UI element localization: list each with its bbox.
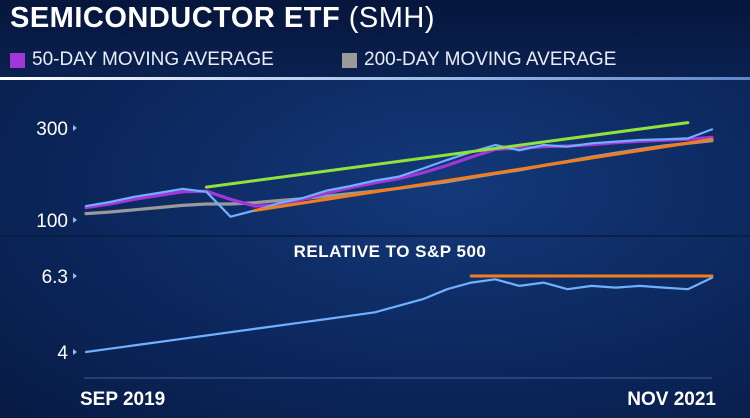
chart-header: SEMICONDUCTOR ETF (SMH) 50-DAY MOVING AV…	[0, 0, 750, 78]
upper-y-tick-mark-1	[73, 217, 77, 223]
upper-trendline-0	[204, 121, 690, 189]
legend-swatch-50-day	[10, 52, 25, 68]
upper-panel: 300 100	[0, 119, 750, 237]
x-axis: SEP 2019 NOV 2021	[80, 377, 716, 410]
lower-y-tick-0: 6.3	[42, 267, 68, 288]
x-axis-end-label: NOV 2021	[627, 389, 716, 410]
lower-y-tick-mark-1	[73, 349, 77, 355]
upper-series-smh	[84, 128, 714, 218]
upper-series-50-day-moving-average	[84, 135, 714, 210]
lower-y-tick-mark-0	[73, 273, 77, 279]
legend-label-50-day: 50-DAY MOVING AVERAGE	[32, 49, 274, 70]
upper-y-tick-mark-0	[73, 125, 77, 131]
upper-y-tick-1: 100	[36, 211, 68, 232]
lower-panel: 6.34	[42, 267, 714, 364]
x-axis-start-label: SEP 2019	[80, 389, 165, 410]
relative-panel-title: RELATIVE TO S&P 500	[294, 242, 487, 261]
legend-swatch-200-day	[342, 52, 357, 68]
chart-title-ticker: (SMH)	[348, 2, 436, 34]
lower-series-smh-s-p-500	[84, 276, 714, 354]
upper-trendline-1	[253, 137, 714, 213]
header-divider	[0, 77, 750, 80]
legend-item-50-day: 50-DAY MOVING AVERAGE	[10, 48, 274, 72]
chart-title-text: SEMICONDUCTOR ETF	[10, 2, 341, 34]
lower-y-tick-1: 4	[57, 343, 68, 364]
legend-item-200-day: 200-DAY MOVING AVERAGE	[342, 48, 616, 72]
legend-label-200-day: 200-DAY MOVING AVERAGE	[364, 49, 617, 70]
upper-y-tick-0: 300	[36, 119, 68, 140]
chart-title: SEMICONDUCTOR ETF (SMH)	[10, 2, 435, 35]
